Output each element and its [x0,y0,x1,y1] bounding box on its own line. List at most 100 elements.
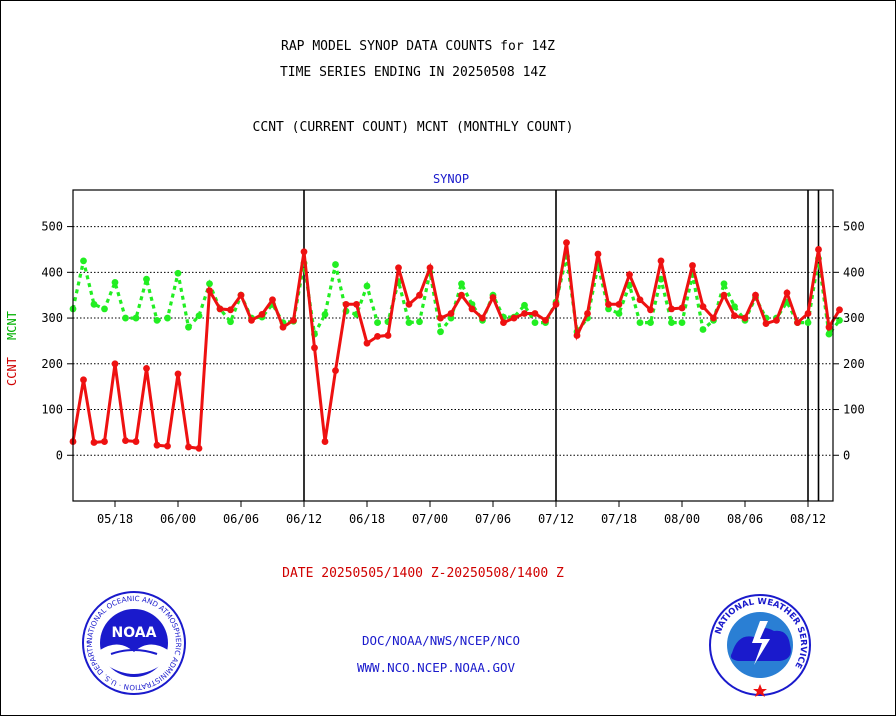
y-tick-label-right: 500 [843,220,865,234]
ccnt-data-point [332,367,339,375]
ccnt-data-point [699,303,707,311]
mcnt-data-point [374,319,381,327]
x-tick-label: 07/18 [601,512,637,526]
x-tick-label: 07/12 [538,512,574,526]
mcnt-data-point [321,311,329,318]
ccnt-data-point [489,294,497,301]
ccnt-data-point [542,316,549,324]
mcnt-data-point [174,269,182,277]
x-tick-label: 05/18 [97,512,133,526]
mcnt-data-point [101,305,108,313]
ccnt-data-point [311,344,318,352]
ccnt-data-point [384,332,392,339]
ccnt-data-point [216,305,224,313]
panel-label: SYNOP [432,172,470,186]
x-tick-label: 06/12 [286,512,322,526]
mcnt-series-line [71,255,841,340]
ccnt-data-point [615,300,623,308]
y-tick-label-left: 0 [56,448,63,462]
y-tick-label-left: 300 [41,311,63,325]
y-tick-label-left: 400 [41,265,63,279]
ccnt-data-point [164,442,171,450]
mcnt-data-point [720,280,728,288]
ccnt-data-point [752,291,759,299]
ccnt-data-point [815,246,822,253]
mcnt-data-point [825,330,833,338]
ccnt-data-point [804,310,812,317]
x-tick-label: 06/18 [349,512,385,526]
ccnt-data-point [521,310,528,317]
date-range-label: DATE 20250505/1400 Z-20250508/1400 Z [282,566,564,581]
ccnt-data-point [594,250,602,258]
ccnt-data-point [143,364,150,372]
noaa-logo-text: NOAA [112,625,157,641]
ccnt-data-point [426,264,434,272]
mcnt-data-point [521,301,528,309]
ccnt-data-point [122,437,129,445]
ccnt-data-point [185,443,192,451]
nws-logo: NATIONAL WEATHER SERVICE [709,594,811,697]
ccnt-data-point [573,332,581,339]
x-tick-label: 08/00 [664,512,700,526]
ccnt-data-point [269,296,276,304]
mcnt-data-point [227,318,234,326]
ccnt-data-point [825,323,833,331]
mcnt-data-point [699,326,707,333]
ccnt-data-point [227,306,234,314]
ccnt-data-point [258,311,266,318]
chart-title-line2: TIME SERIES ENDING IN 20250508 14Z [279,65,547,80]
mcnt-data-point [111,278,119,286]
noaa-logo: NATIONAL OCEANIC AND ATMOSPHERIC ADMINIS… [81,590,186,695]
ccnt-data-point [584,310,591,317]
mcnt-data-point [206,280,213,288]
mcnt-data-point [636,319,644,327]
ccnt-data-point [552,300,560,308]
ccnt-data-point [321,438,329,445]
x-tick-label: 06/00 [160,512,196,526]
mcnt-data-point [405,319,413,327]
series-layer [69,239,843,452]
mcnt-data-point [185,323,192,331]
ccnt-data-point [479,314,486,322]
ccnt-data-point [437,314,444,322]
chart-subtitle: CCNT (CURRENT COUNT) MCNT (MONTHLY COUNT… [252,120,574,135]
ccnt-data-point [647,306,654,314]
y-tick-label-left: 200 [41,357,63,371]
ccnt-data-point [773,316,780,324]
mcnt-data-point [143,275,150,283]
ccnt-data-point [374,332,381,340]
mcnt-data-point [164,314,171,322]
y-tick-label-right: 0 [843,448,850,462]
mcnt-data-point [647,319,654,327]
ccnt-data-point [500,319,507,327]
ccnt-data-point [447,310,455,317]
mcnt-data-point [80,257,87,265]
mcnt-data-point [363,282,371,290]
ccnt-data-point [762,320,770,327]
doc-noaa-link[interactable]: DOC/NOAA/NWS/NCEP/NCO [361,633,521,648]
x-tick-label: 08/12 [790,512,826,526]
mcnt-data-point [531,319,539,327]
ccnt-data-point [248,316,255,324]
ccnt-data-point [405,300,413,308]
nco-website-link[interactable]: WWW.NCO.NCEP.NOAA.GOV [356,660,516,675]
mcnt-data-point [657,275,665,283]
mcnt-data-point [153,316,161,324]
ccnt-data-point [300,248,308,256]
mcnt-data-point [804,319,812,327]
ccnt-data-point [90,439,98,446]
ccnt-data-point [237,291,245,299]
ccnt-data-point [531,310,539,317]
ccnt-data-point [636,296,644,304]
x-tick-label: 06/06 [223,512,259,526]
x-tick-label: 08/06 [727,512,763,526]
ccnt-data-point [689,262,696,269]
mcnt-data-point [90,300,98,308]
ccnt-data-point [563,239,570,246]
y-tick-label-right: 200 [843,357,865,371]
ccnt-series-line [71,242,841,451]
ccnt-data-point [153,441,161,449]
ccnt-data-point [458,291,465,299]
ccnt-data-point [174,370,182,378]
